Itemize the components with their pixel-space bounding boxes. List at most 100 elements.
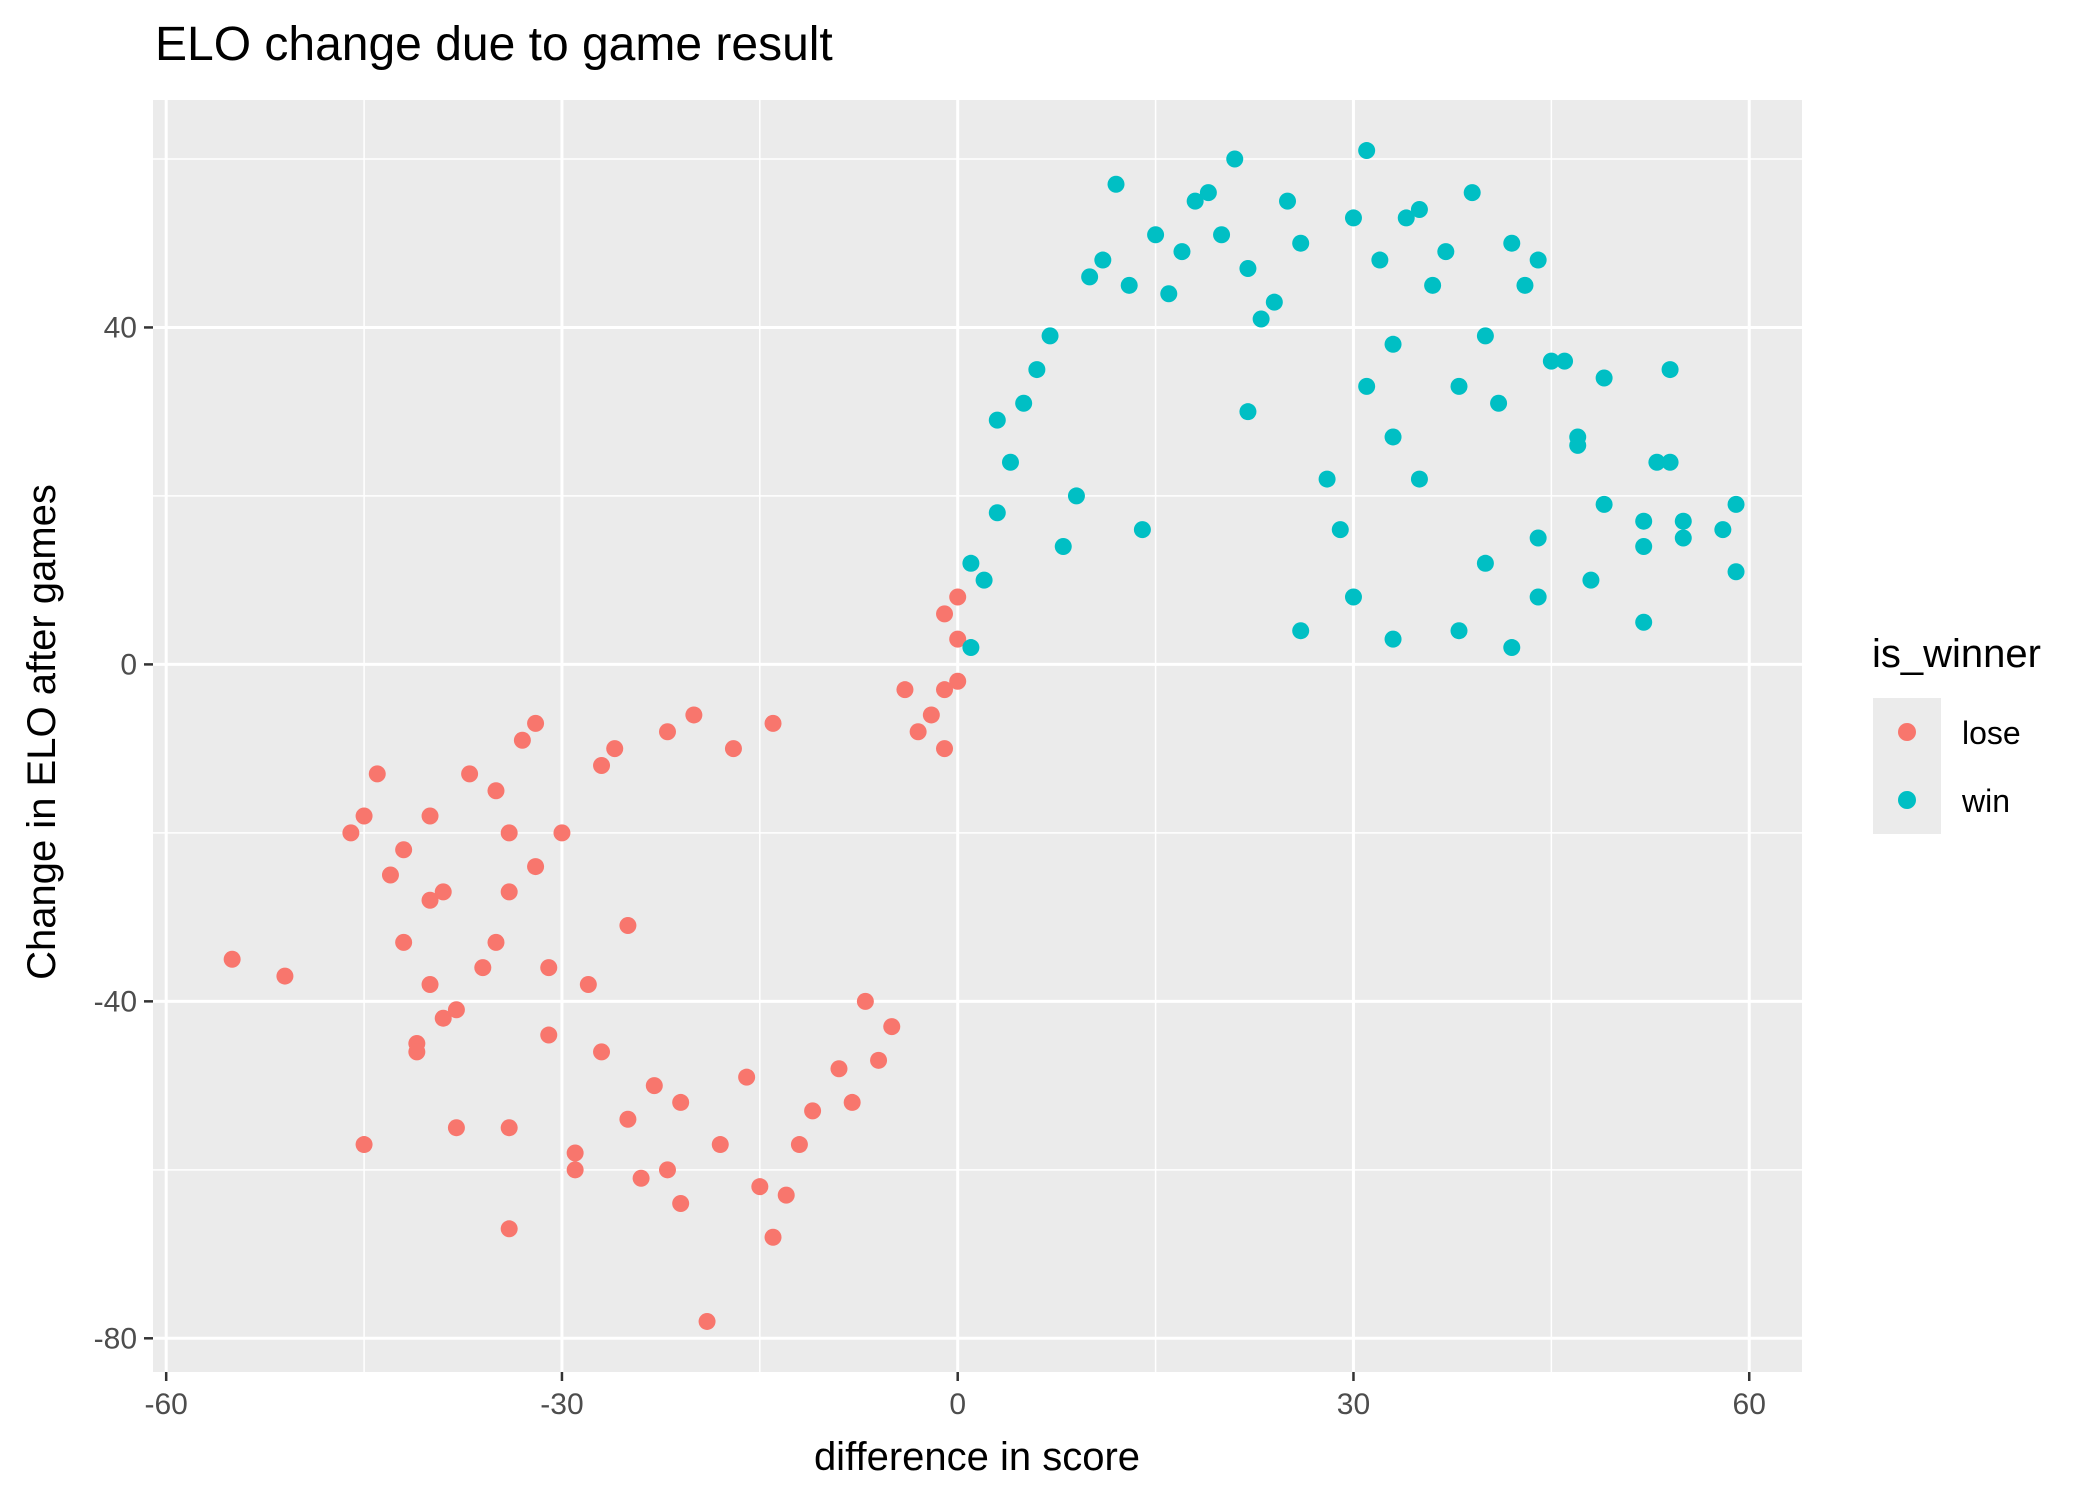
point-lose bbox=[896, 681, 914, 699]
point-win bbox=[1450, 622, 1468, 640]
point-win bbox=[1635, 613, 1653, 631]
point-win bbox=[1067, 487, 1085, 505]
chart-title: ELO change due to game result bbox=[155, 18, 833, 71]
grid-major bbox=[153, 100, 1802, 1372]
point-lose bbox=[724, 740, 742, 758]
point-win bbox=[1015, 394, 1033, 412]
point-lose bbox=[764, 1228, 782, 1246]
point-lose bbox=[395, 933, 413, 951]
point-lose bbox=[949, 630, 967, 648]
point-lose bbox=[566, 1161, 584, 1179]
point-win bbox=[1358, 142, 1376, 160]
point-lose bbox=[276, 967, 294, 985]
point-win bbox=[1213, 226, 1231, 244]
point-lose bbox=[593, 1043, 611, 1061]
point-win bbox=[962, 639, 980, 657]
point-win bbox=[1476, 327, 1494, 345]
point-win bbox=[1542, 352, 1560, 370]
point-lose bbox=[368, 765, 386, 783]
point-win bbox=[1397, 209, 1415, 227]
point-lose bbox=[936, 740, 954, 758]
point-win bbox=[1503, 234, 1521, 252]
point-lose bbox=[434, 1009, 452, 1027]
point-lose bbox=[883, 1018, 901, 1036]
point-win bbox=[1595, 495, 1613, 513]
point-lose bbox=[513, 731, 531, 749]
point-win bbox=[1674, 529, 1692, 547]
point-lose bbox=[619, 917, 637, 935]
point-win bbox=[1318, 470, 1336, 488]
point-win bbox=[1556, 352, 1574, 370]
point-win bbox=[1239, 403, 1257, 421]
point-lose bbox=[474, 959, 492, 977]
point-lose bbox=[764, 714, 782, 732]
point-win bbox=[1516, 276, 1534, 294]
point-lose bbox=[777, 1186, 795, 1204]
point-lose bbox=[487, 933, 505, 951]
point-lose bbox=[936, 681, 954, 699]
point-win bbox=[1041, 327, 1059, 345]
point-lose bbox=[593, 756, 611, 774]
point-win bbox=[1081, 268, 1099, 286]
point-win bbox=[1727, 563, 1745, 581]
point-lose bbox=[579, 976, 597, 994]
point-lose bbox=[447, 1001, 465, 1019]
plot-panel bbox=[153, 100, 1802, 1372]
point-win bbox=[1344, 588, 1362, 606]
point-win bbox=[1410, 201, 1428, 219]
point-win bbox=[1107, 175, 1125, 193]
point-win bbox=[1476, 554, 1494, 572]
point-lose bbox=[421, 976, 439, 994]
point-lose bbox=[487, 782, 505, 800]
point-win bbox=[1490, 394, 1508, 412]
point-win bbox=[1279, 192, 1297, 210]
x-tick-label: 30 bbox=[1337, 1388, 1370, 1421]
point-win bbox=[1635, 512, 1653, 530]
point-lose bbox=[632, 1169, 650, 1187]
point-lose bbox=[949, 672, 967, 690]
y-tick-label: 40 bbox=[104, 311, 137, 344]
point-win bbox=[1054, 537, 1072, 555]
point-win bbox=[1503, 639, 1521, 657]
point-win bbox=[1173, 243, 1191, 261]
point-win bbox=[1384, 630, 1402, 648]
point-win bbox=[1384, 428, 1402, 446]
point-lose bbox=[500, 1220, 518, 1238]
point-win bbox=[962, 554, 980, 572]
point-win bbox=[1450, 377, 1468, 395]
point-win bbox=[1569, 436, 1587, 454]
point-win bbox=[1424, 276, 1442, 294]
point-lose bbox=[711, 1136, 729, 1154]
data-points bbox=[223, 142, 1745, 1330]
legend-dot-win bbox=[1898, 791, 1916, 809]
point-lose bbox=[698, 1312, 716, 1330]
point-win bbox=[1199, 184, 1217, 202]
point-win bbox=[1252, 310, 1270, 328]
point-win bbox=[1648, 453, 1666, 471]
point-lose bbox=[738, 1068, 756, 1086]
point-win bbox=[975, 571, 993, 589]
point-win bbox=[1463, 184, 1481, 202]
point-win bbox=[1727, 495, 1745, 513]
legend-dot-lose bbox=[1898, 723, 1916, 741]
point-win bbox=[1120, 276, 1138, 294]
y-axis: -80 -40 0 40 bbox=[94, 311, 153, 1355]
point-lose bbox=[500, 883, 518, 901]
point-lose bbox=[540, 959, 558, 977]
point-win bbox=[1410, 470, 1428, 488]
point-win bbox=[1331, 521, 1349, 539]
point-win bbox=[1265, 293, 1283, 311]
y-tick-label: 0 bbox=[120, 648, 137, 681]
point-win bbox=[1292, 622, 1310, 640]
point-lose bbox=[790, 1136, 808, 1154]
point-lose bbox=[500, 824, 518, 842]
point-lose bbox=[566, 1144, 584, 1162]
point-win bbox=[1001, 453, 1019, 471]
point-win bbox=[1133, 521, 1151, 539]
point-win bbox=[1344, 209, 1362, 227]
point-lose bbox=[395, 841, 413, 859]
point-win bbox=[1292, 234, 1310, 252]
point-win bbox=[1674, 512, 1692, 530]
x-tick-label: 0 bbox=[949, 1388, 966, 1421]
